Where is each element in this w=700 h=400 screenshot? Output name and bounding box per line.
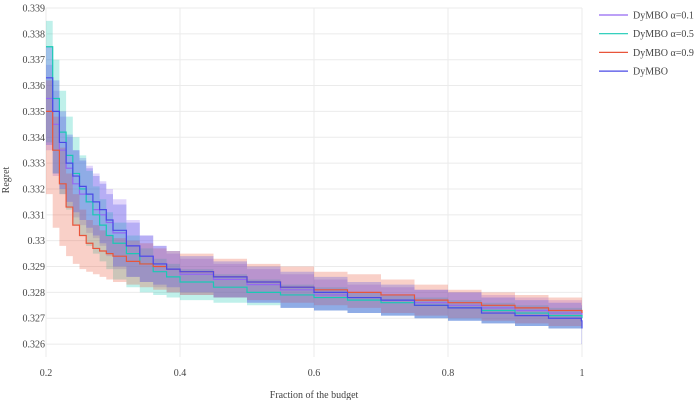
y-tick-label: 0.339 xyxy=(23,4,46,15)
x-tick-label: 0.2 xyxy=(40,368,53,379)
tick-labels: 0.326 0.327 0.328 0.329 0.33 0.331 0.332 0.333 0… xyxy=(23,4,585,380)
y-tick-label: 0.329 xyxy=(23,262,46,273)
y-tick-label: 0.327 xyxy=(23,314,46,325)
x-axis-title: Fraction of the budget xyxy=(270,390,359,400)
series-4-legend-label: DyMBO xyxy=(633,67,668,78)
legend: DyMBO α=0.1 DyMBO α=0.5 DyMBO α=0.9 DyMBO xyxy=(599,11,694,78)
series-3-band xyxy=(46,80,582,326)
x-tick-label: 0.4 xyxy=(174,368,187,379)
y-tick-label: 0.338 xyxy=(23,29,46,40)
y-tick-label: 0.332 xyxy=(23,184,46,195)
y-tick-label: 0.334 xyxy=(23,133,46,144)
y-tick-label: 0.335 xyxy=(23,107,46,118)
x-tick-label: 0.8 xyxy=(442,368,455,379)
y-axis-title: Regret xyxy=(1,166,12,193)
series-1-band xyxy=(46,64,582,329)
y-tick-label: 0.336 xyxy=(23,81,46,92)
series-2-legend-label: DyMBO α=0.5 xyxy=(633,29,694,40)
y-tick-label: 0.331 xyxy=(23,210,46,221)
y-tick-label: 0.328 xyxy=(23,288,46,299)
y-tick-label: 0.337 xyxy=(23,55,46,66)
grid-layer xyxy=(45,7,583,357)
x-tick-label: 0.6 xyxy=(308,368,321,379)
series-1-legend-label: DyMBO α=0.1 xyxy=(633,11,694,22)
series-3-legend-label: DyMBO α=0.9 xyxy=(633,48,694,59)
x-tick-label: 1 xyxy=(580,368,585,379)
y-tick-label: 0.33 xyxy=(28,236,46,247)
series-4-line xyxy=(46,77,583,329)
series-lines xyxy=(46,46,583,329)
y-tick-label: 0.333 xyxy=(23,159,46,170)
y-tick-label: 0.326 xyxy=(23,340,46,351)
